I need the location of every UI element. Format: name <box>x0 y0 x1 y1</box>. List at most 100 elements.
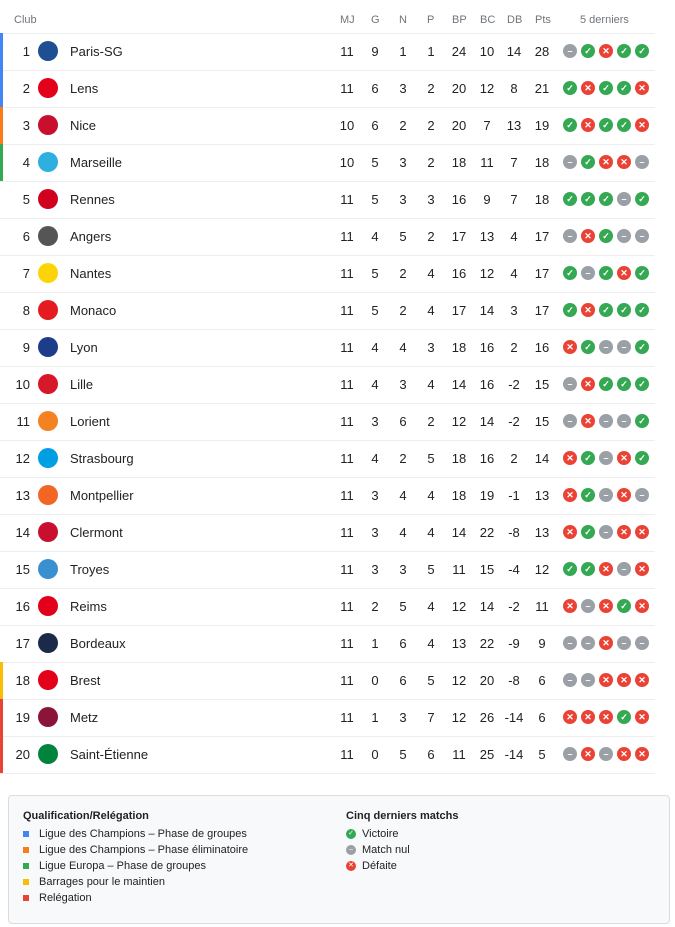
draw-icon[interactable]: – <box>581 636 595 650</box>
win-icon[interactable]: ✓ <box>635 303 649 317</box>
draw-icon[interactable]: – <box>599 747 613 761</box>
loss-icon[interactable]: ✕ <box>599 599 613 613</box>
loss-icon[interactable]: ✕ <box>635 599 649 613</box>
win-icon[interactable]: ✓ <box>617 377 631 391</box>
loss-icon[interactable]: ✕ <box>581 710 595 724</box>
draw-icon[interactable]: – <box>581 599 595 613</box>
draw-icon[interactable]: – <box>563 155 577 169</box>
club-name[interactable]: Nantes <box>70 266 112 281</box>
table-row[interactable]: 14 Clermont 11 3 4 4 14 22 -8 13 ✕ ✓ – ✕ ✕ <box>0 514 655 552</box>
club-name[interactable]: Angers <box>70 229 112 244</box>
club-name[interactable]: Brest <box>70 673 101 688</box>
draw-icon[interactable]: – <box>617 229 631 243</box>
loss-icon[interactable]: ✕ <box>563 451 577 465</box>
loss-icon[interactable]: ✕ <box>581 377 595 391</box>
draw-icon[interactable]: – <box>635 229 649 243</box>
club-name[interactable]: Strasbourg <box>70 451 134 466</box>
win-icon[interactable]: ✓ <box>563 266 577 280</box>
draw-icon[interactable]: – <box>599 525 613 539</box>
loss-icon[interactable]: ✕ <box>617 155 631 169</box>
table-row[interactable]: 4 Marseille 10 5 3 2 18 11 7 18– ✓ ✕ ✕ – <box>0 144 655 182</box>
draw-icon[interactable]: – <box>581 266 595 280</box>
loss-icon[interactable]: ✕ <box>563 710 577 724</box>
draw-icon[interactable]: – <box>581 673 595 687</box>
club-name[interactable]: Reims <box>70 599 107 614</box>
win-icon[interactable]: ✓ <box>617 81 631 95</box>
club-name[interactable]: Lille <box>70 377 94 392</box>
win-icon[interactable]: ✓ <box>635 414 649 428</box>
win-icon[interactable]: ✓ <box>581 340 595 354</box>
win-icon[interactable]: ✓ <box>635 340 649 354</box>
loss-icon[interactable]: ✕ <box>599 155 613 169</box>
draw-icon[interactable]: – <box>635 155 649 169</box>
win-icon[interactable]: ✓ <box>599 377 613 391</box>
table-row[interactable]: 19 Metz 11 1 3 7 12 26 -14 6 ✕ ✕ ✕ ✓ ✕ <box>0 699 655 737</box>
win-icon[interactable]: ✓ <box>581 451 595 465</box>
loss-icon[interactable]: ✕ <box>617 747 631 761</box>
win-icon[interactable]: ✓ <box>563 118 577 132</box>
win-icon[interactable]: ✓ <box>617 303 631 317</box>
draw-icon[interactable]: – <box>617 192 631 206</box>
draw-icon[interactable]: – <box>563 414 577 428</box>
club-name[interactable]: Lorient <box>70 414 110 429</box>
table-row[interactable]: 20 Saint-Étienne 11 0 5 6 11 25 -14 5– ✕ – ✕ ✕ <box>0 736 655 774</box>
win-icon[interactable]: ✓ <box>563 562 577 576</box>
win-icon[interactable]: ✓ <box>599 118 613 132</box>
loss-icon[interactable]: ✕ <box>581 118 595 132</box>
table-row[interactable]: 15 Troyes 11 3 3 5 11 15 -4 12 ✓ ✓ ✕ – ✕ <box>0 551 655 589</box>
loss-icon[interactable]: ✕ <box>617 673 631 687</box>
loss-icon[interactable]: ✕ <box>635 747 649 761</box>
loss-icon[interactable]: ✕ <box>635 562 649 576</box>
draw-icon[interactable]: – <box>563 44 577 58</box>
table-row[interactable]: 18 Brest 11 0 6 5 12 20 -8 6– – ✕ ✕ ✕ <box>0 662 655 700</box>
draw-icon[interactable]: – <box>635 636 649 650</box>
draw-icon[interactable]: – <box>563 747 577 761</box>
club-name[interactable]: Lyon <box>70 340 98 355</box>
win-icon[interactable]: ✓ <box>635 451 649 465</box>
win-icon[interactable]: ✓ <box>563 303 577 317</box>
loss-icon[interactable]: ✕ <box>617 525 631 539</box>
win-icon[interactable]: ✓ <box>599 303 613 317</box>
win-icon[interactable]: ✓ <box>635 192 649 206</box>
table-row[interactable]: 3 Nice 10 6 2 2 20 7 13 19 ✓ ✕ ✓ ✓ ✕ <box>0 107 655 145</box>
table-row[interactable]: 8 Monaco 11 5 2 4 17 14 3 17 ✓ ✕ ✓ ✓ ✓ <box>0 292 655 330</box>
win-icon[interactable]: ✓ <box>563 81 577 95</box>
club-name[interactable]: Nice <box>70 118 97 133</box>
loss-icon[interactable]: ✕ <box>617 266 631 280</box>
table-row[interactable]: 9 Lyon 11 4 4 3 18 16 2 16 ✕ ✓ – – ✓ <box>0 329 655 367</box>
table-row[interactable]: 6 Angers 11 4 5 2 17 13 4 17– ✕ ✓ – – <box>0 218 655 256</box>
table-row[interactable]: 5 Rennes 11 5 3 3 16 9 7 18 ✓ ✓ ✓ – ✓ <box>0 181 655 219</box>
table-row[interactable]: 12 Strasbourg 11 4 2 5 18 16 2 14 ✕ ✓ – ✕ ✓ <box>0 440 655 478</box>
draw-icon[interactable]: – <box>599 340 613 354</box>
win-icon[interactable]: ✓ <box>599 229 613 243</box>
table-row[interactable]: 2 Lens 11 6 3 2 20 12 8 21 ✓ ✕ ✓ ✓ ✕ <box>0 70 655 108</box>
loss-icon[interactable]: ✕ <box>563 488 577 502</box>
win-icon[interactable]: ✓ <box>563 192 577 206</box>
win-icon[interactable]: ✓ <box>581 155 595 169</box>
win-icon[interactable]: ✓ <box>617 44 631 58</box>
loss-icon[interactable]: ✕ <box>581 747 595 761</box>
loss-icon[interactable]: ✕ <box>599 636 613 650</box>
club-name[interactable]: Rennes <box>70 192 115 207</box>
draw-icon[interactable]: – <box>563 673 577 687</box>
loss-icon[interactable]: ✕ <box>635 81 649 95</box>
club-name[interactable]: Monaco <box>70 303 117 318</box>
draw-icon[interactable]: – <box>563 636 577 650</box>
win-icon[interactable]: ✓ <box>581 192 595 206</box>
table-row[interactable]: 7 Nantes 11 5 2 4 16 12 4 17 ✓ – ✓ ✕ ✓ <box>0 255 655 293</box>
draw-icon[interactable]: – <box>617 562 631 576</box>
win-icon[interactable]: ✓ <box>635 44 649 58</box>
loss-icon[interactable]: ✕ <box>599 673 613 687</box>
loss-icon[interactable]: ✕ <box>599 562 613 576</box>
loss-icon[interactable]: ✕ <box>599 44 613 58</box>
table-row[interactable]: 13 Montpellier 11 3 4 4 18 19 -1 13 ✕ ✓ – ✕ – <box>0 477 655 515</box>
loss-icon[interactable]: ✕ <box>563 599 577 613</box>
table-row[interactable]: 1 Paris-SG 11 9 1 1 24 10 14 28– ✓ ✕ ✓ ✓ <box>0 33 655 71</box>
draw-icon[interactable]: – <box>563 377 577 391</box>
club-name[interactable]: Troyes <box>70 562 110 577</box>
draw-icon[interactable]: – <box>599 414 613 428</box>
club-name[interactable]: Montpellier <box>70 488 134 503</box>
club-name[interactable]: Marseille <box>70 155 123 170</box>
loss-icon[interactable]: ✕ <box>563 525 577 539</box>
table-row[interactable]: 11 Lorient 11 3 6 2 12 14 -2 15– ✕ – – ✓ <box>0 403 655 441</box>
